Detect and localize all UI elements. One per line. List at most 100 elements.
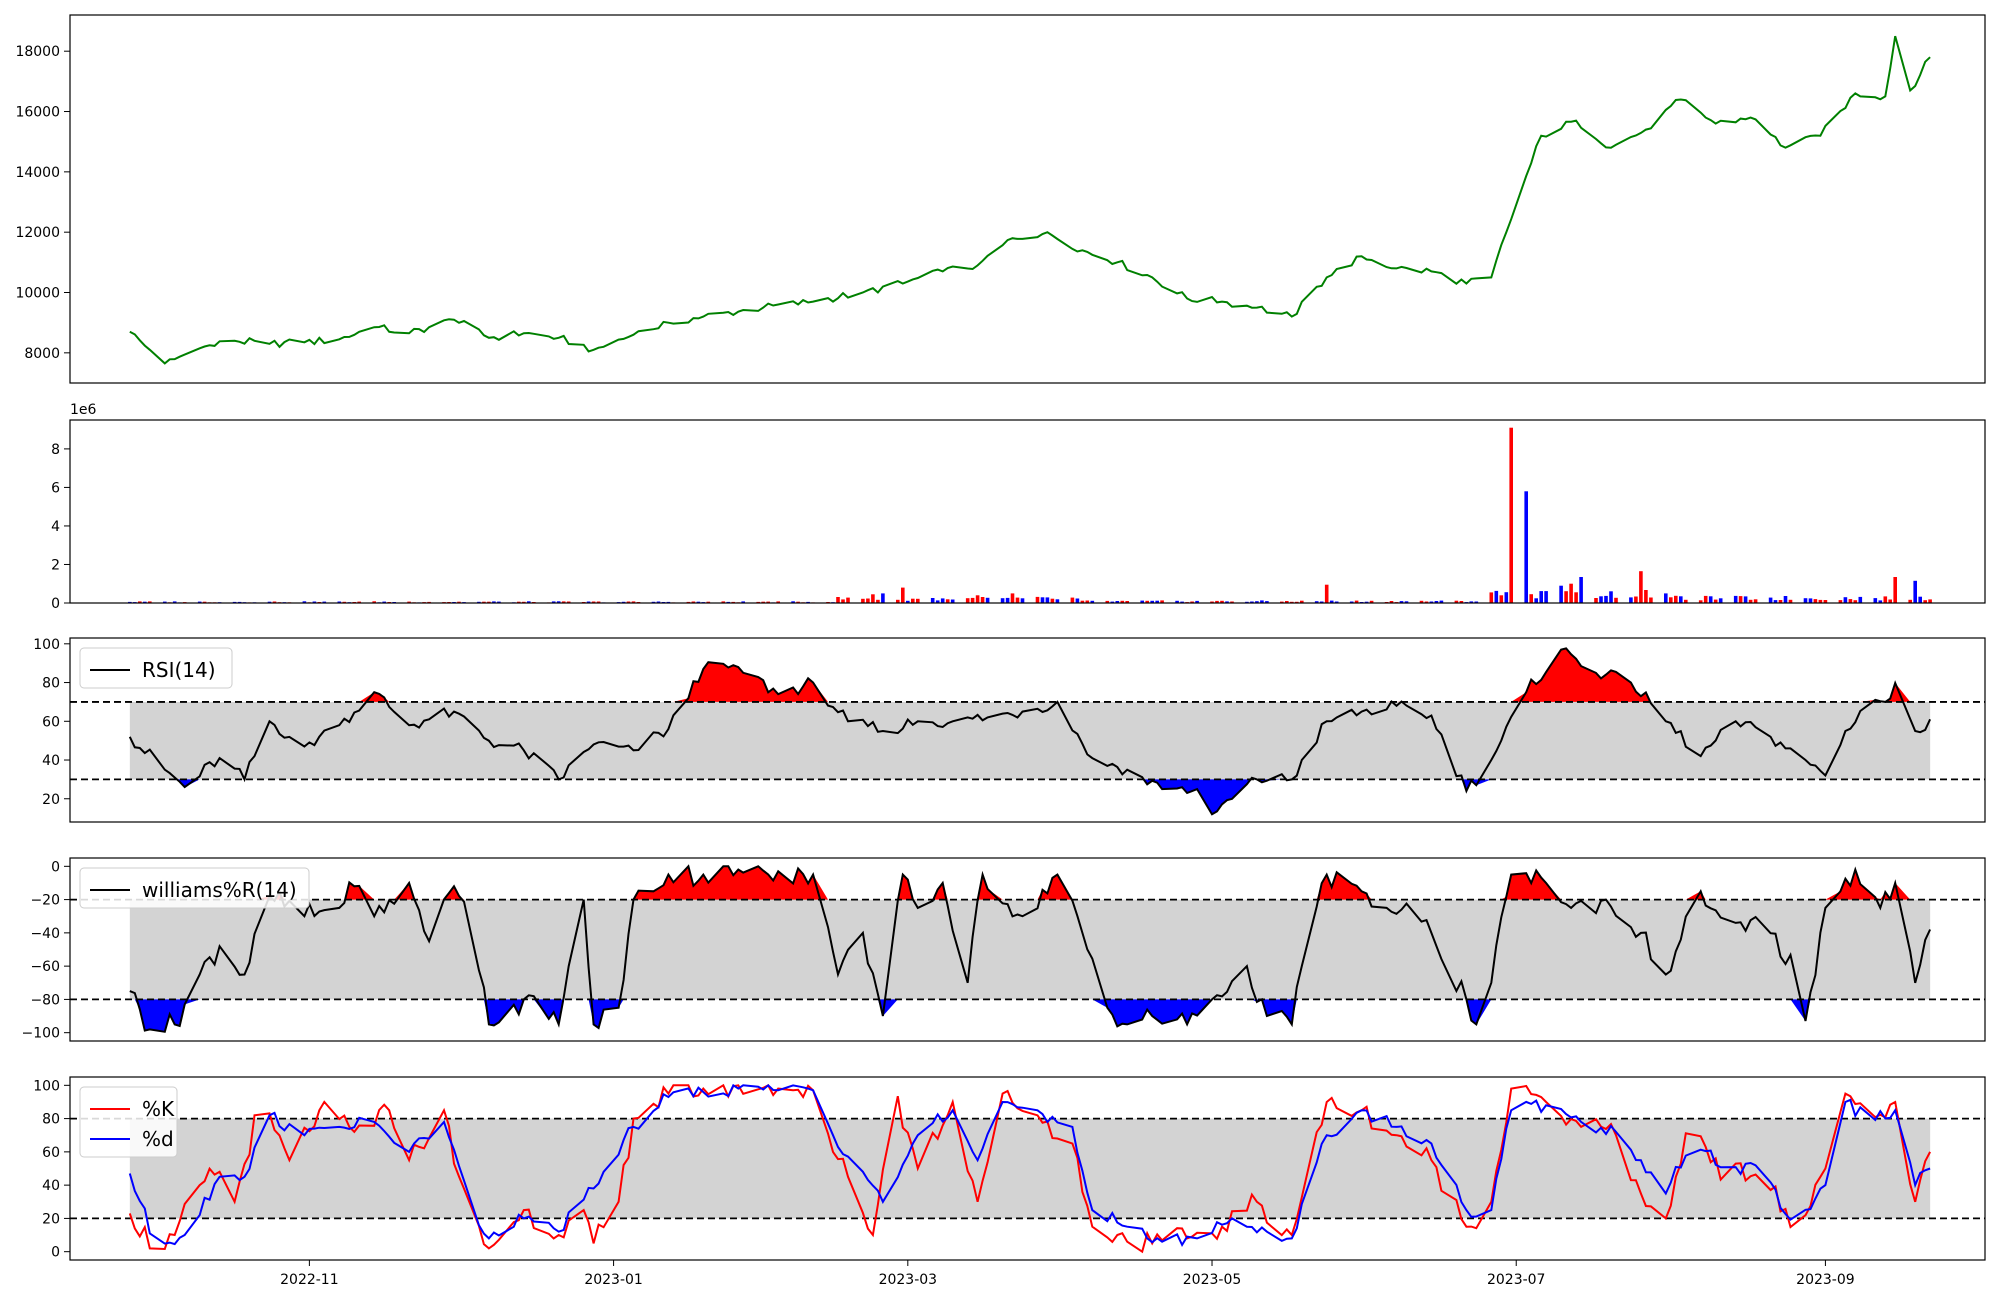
stochastic-legend-label: %K [142,1097,175,1121]
volume-bar [691,601,696,603]
volume-ytick-label: 8 [51,442,60,458]
x-tick-label: 2022-11 [280,1272,339,1288]
volume-bar [172,601,177,603]
volume-bar [1604,595,1608,603]
volume-bar [1813,599,1818,603]
volume-bar [1878,600,1883,603]
price-axes-frame [69,14,1986,384]
volume-bar [143,601,147,603]
volume-bar [1783,596,1788,603]
volume-bar [970,597,975,603]
volume-bar [1399,601,1404,603]
stochastic-ytick-label: 80 [42,1112,60,1128]
volume-bar [1708,596,1713,603]
volume-bar [1599,596,1603,603]
volume-bar [148,601,152,603]
volume-bar [1439,600,1444,603]
volume-bar [1265,601,1269,603]
volume-bar [1823,600,1828,603]
volume-bar [312,601,317,603]
volume-bar [1180,601,1184,603]
volume-bar [1494,590,1499,603]
williams-legend-label: williams%R(14) [142,878,297,902]
volume-bar [1579,577,1583,603]
volume-bar [1594,598,1598,603]
volume-bar [1434,601,1439,603]
volume-bar [1718,598,1723,603]
volume-bar [1644,590,1648,603]
volume-bar [1075,598,1080,603]
volume-bar [1888,599,1892,603]
rsi-legend-box [79,647,233,689]
price-series-line [129,35,1931,365]
volume-bar [1389,601,1394,603]
volume-bar [1713,599,1718,603]
volume-bar [407,601,411,603]
volume-bar [861,598,865,603]
volume-bar [1529,594,1533,603]
volume-bar [1045,597,1050,603]
volume-bar [696,601,701,603]
volume-bar [1215,600,1219,603]
volume-bar [1300,600,1304,603]
volume-bar [1509,427,1513,603]
volume-bar [980,597,985,603]
volume-bar [1753,599,1758,603]
volume-bar [871,594,875,603]
volume-bar [1524,491,1528,603]
volume-bar [1080,600,1085,603]
volume-bar [202,601,207,603]
volume-bar [1090,600,1095,603]
stochastic-ytick-label: 100 [33,1078,60,1094]
volume-bar [1918,596,1922,603]
volume-bar [163,601,167,603]
stochastic-ytick-label: 60 [42,1145,60,1161]
williams-ytick-label: 0 [51,859,60,875]
volume-bar [551,601,556,603]
williams-axes-frame [69,857,1986,1042]
volume-bar [1544,591,1548,603]
rsi-ytick-label: 20 [42,792,60,808]
volume-bar [656,601,661,603]
volume-bar [1808,598,1813,603]
volume-bar [1748,599,1753,603]
stochastic-ytick-label: 40 [42,1178,60,1194]
volume-bar [935,600,940,603]
price-ytick-label: 12000 [15,225,60,241]
volume-bar [1145,600,1149,603]
volume-bar [766,601,770,603]
volume-bar [1354,600,1359,603]
williams-ytick-label: −100 [22,1026,60,1042]
volume-bar [631,601,636,603]
volume-bar [1190,601,1194,603]
volume-bar [901,587,905,603]
volume-bar [1539,591,1543,603]
volume-bar [482,601,486,603]
volume-bar [1040,597,1045,603]
volume-bar [1853,600,1858,603]
volume-bar [1010,593,1015,603]
stochastic-ytick-label: 0 [51,1245,60,1261]
volume-bar [1125,601,1129,603]
rsi-neutral-band [129,701,1931,780]
volume-bar [1110,601,1115,603]
rsi-series-line-1 [128,647,1932,816]
volume-bar [1768,597,1773,603]
volume-bar [1843,597,1848,603]
volume-bar [881,593,885,603]
volume-bar [1140,600,1144,603]
volume-bar [1674,595,1678,603]
rsi-overbought-fill [129,648,1931,702]
volume-bar [1634,596,1638,603]
williams-ytick-label: −20 [30,893,60,909]
volume-bar [721,601,726,603]
volume-bar [1504,592,1509,603]
volume-bar [1419,600,1424,603]
volume-bar [1649,597,1653,603]
stochastic-series-line-1 [128,1083,1931,1254]
volume-bar [1005,597,1010,603]
volume-bar [322,601,327,603]
volume-bar [1459,601,1464,603]
volume-axes-frame [69,419,1986,604]
